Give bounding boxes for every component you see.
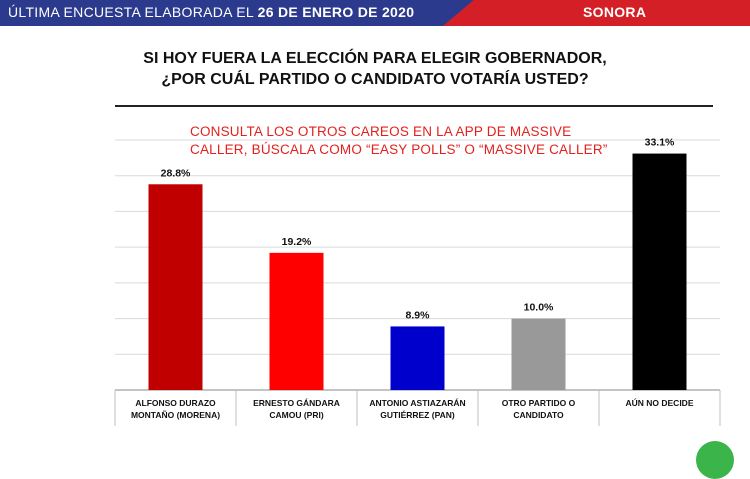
category-label: GUTIÉRREZ (PAN) (380, 410, 455, 420)
chart-title-line-1: SI HOY FUERA LA ELECCIÓN PARA ELEGIR GOB… (143, 50, 607, 67)
data-label: 33.1% (645, 137, 675, 149)
category-label: MONTAÑO (MORENA) (131, 410, 220, 420)
data-label: 19.2% (282, 236, 312, 248)
chart-title: SI HOY FUERA LA ELECCIÓN PARA ELEGIR GOB… (0, 48, 750, 90)
title-divider (115, 105, 713, 107)
category-label: AÚN NO DECIDE (625, 397, 693, 408)
header-left-band (0, 0, 475, 26)
category-label: CANDIDATO (513, 410, 564, 420)
bar (148, 184, 203, 390)
promo-line-1: CONSULTA LOS OTROS CAREOS EN LA APP DE M… (190, 124, 572, 139)
whatsapp-icon[interactable] (696, 441, 734, 479)
promo-text: CONSULTA LOS OTROS CAREOS EN LA APP DE M… (190, 123, 608, 159)
survey-date-prefix: ÚLTIMA ENCUESTA ELABORADA EL (8, 4, 258, 20)
survey-date-label: ÚLTIMA ENCUESTA ELABORADA EL 26 DE ENERO… (8, 4, 414, 20)
bar (390, 326, 445, 390)
data-label: 10.0% (524, 302, 554, 314)
bar (632, 153, 687, 390)
category-label: ERNESTO GÁNDARA (253, 398, 340, 408)
data-label: 8.9% (406, 309, 431, 321)
header-right-band (443, 0, 750, 26)
category-label: ALFONSO DURAZO (135, 398, 216, 408)
bar-chart: 28.8% ALFONSO DURAZO MONTAÑO (MORENA) 19.2%… (114, 137, 721, 426)
header-bar: ÚLTIMA ENCUESTA ELABORADA EL 26 DE ENERO… (0, 0, 750, 26)
survey-date: 26 DE ENERO DE 2020 (257, 4, 415, 20)
state-label: SONORA (583, 4, 647, 20)
data-label: 28.8% (161, 167, 191, 179)
category-label: CAMOU (PRI) (269, 410, 323, 420)
category-label: ANTONIO ASTIAZARÁN (369, 398, 465, 408)
bar (269, 252, 324, 390)
promo-line-2: CALLER, BÚSCALA COMO “EASY POLLS” O “MAS… (190, 142, 608, 157)
chart-title-line-2: ¿POR CUÁL PARTIDO O CANDIDATO VOTARÍA US… (161, 71, 589, 88)
category-label: OTRO PARTIDO O (502, 398, 576, 408)
bar (511, 318, 566, 390)
